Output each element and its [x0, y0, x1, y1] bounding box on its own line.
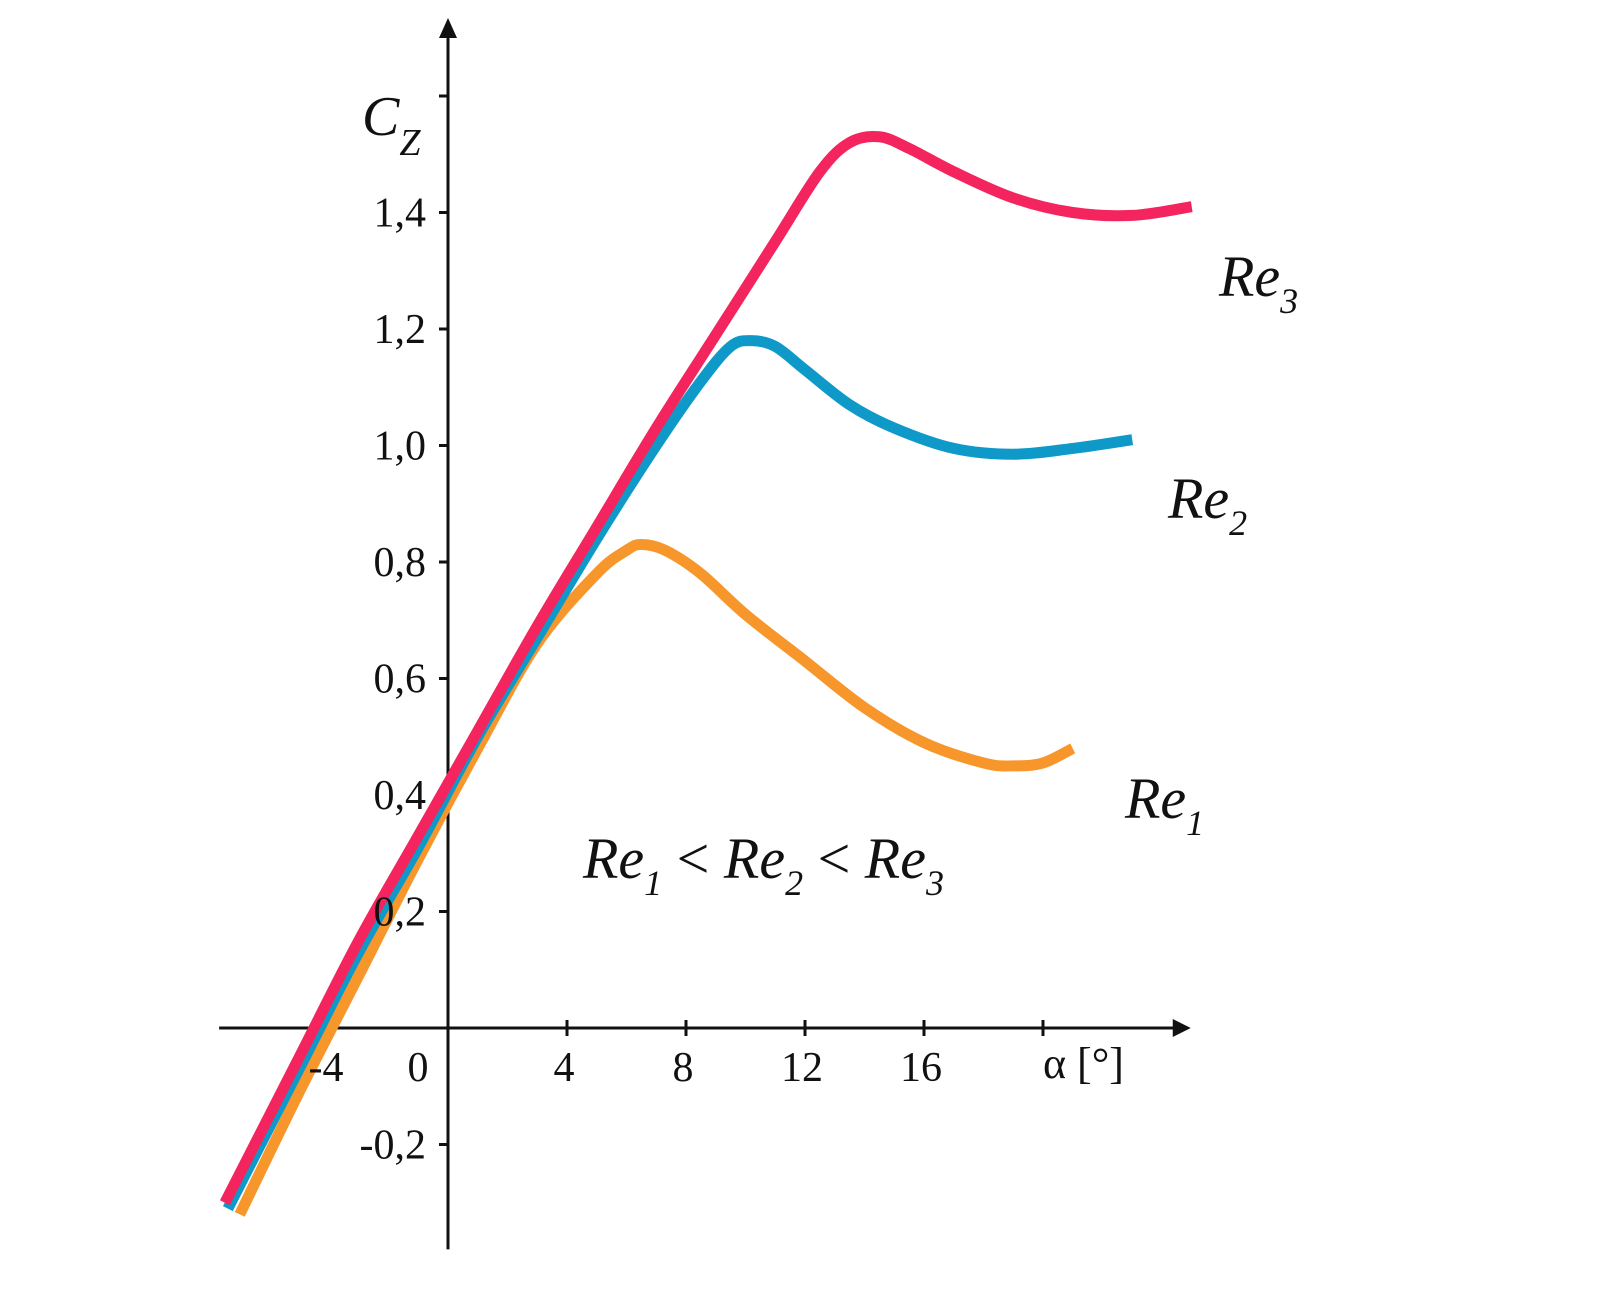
x-axis-arrow-icon — [1172, 1019, 1191, 1037]
y-axis-label: CZ — [362, 86, 421, 164]
x-axis-label: α [°] — [1043, 1039, 1124, 1088]
y-axis-arrow-icon — [439, 18, 457, 38]
y-tick-label: 0,4 — [374, 773, 427, 819]
series-line-re1 — [234, 539, 1076, 1217]
y-tick-label: -0,2 — [360, 1123, 427, 1169]
series-label-re1: Re1 — [1124, 766, 1204, 843]
y-tick-label: 1,4 — [374, 191, 427, 237]
labels-layer: 0 4 8 12 16 -4 -0,2 0,2 0,4 0,6 0,8 1,0 1,2 1,4 CZ α [°… — [309, 86, 1299, 1169]
y-tick-label: 1,0 — [374, 424, 427, 470]
x-tick-label: 12 — [781, 1045, 823, 1091]
series-line-re2 — [222, 335, 1134, 1212]
y-tick-label: 1,2 — [374, 307, 427, 353]
x-tick-label: 4 — [554, 1045, 575, 1091]
series-label-re2: Re2 — [1167, 466, 1247, 543]
y-tick-label: 0,6 — [374, 657, 427, 703]
x-tick-label: 16 — [900, 1045, 942, 1091]
x-tick-label-partial: -4 — [309, 1045, 344, 1091]
series-label-re3: Re3 — [1218, 244, 1298, 321]
x-tick-label: 8 — [673, 1045, 694, 1091]
x-tick-label: 0 — [408, 1045, 429, 1091]
series-line-re3 — [219, 130, 1193, 1206]
y-tick-label: 0,8 — [374, 540, 427, 586]
y-tick-label: 0,2 — [374, 890, 427, 936]
relation-annotation: Re1 < Re2 < Re3 — [582, 826, 944, 903]
series-layer — [219, 130, 1193, 1217]
